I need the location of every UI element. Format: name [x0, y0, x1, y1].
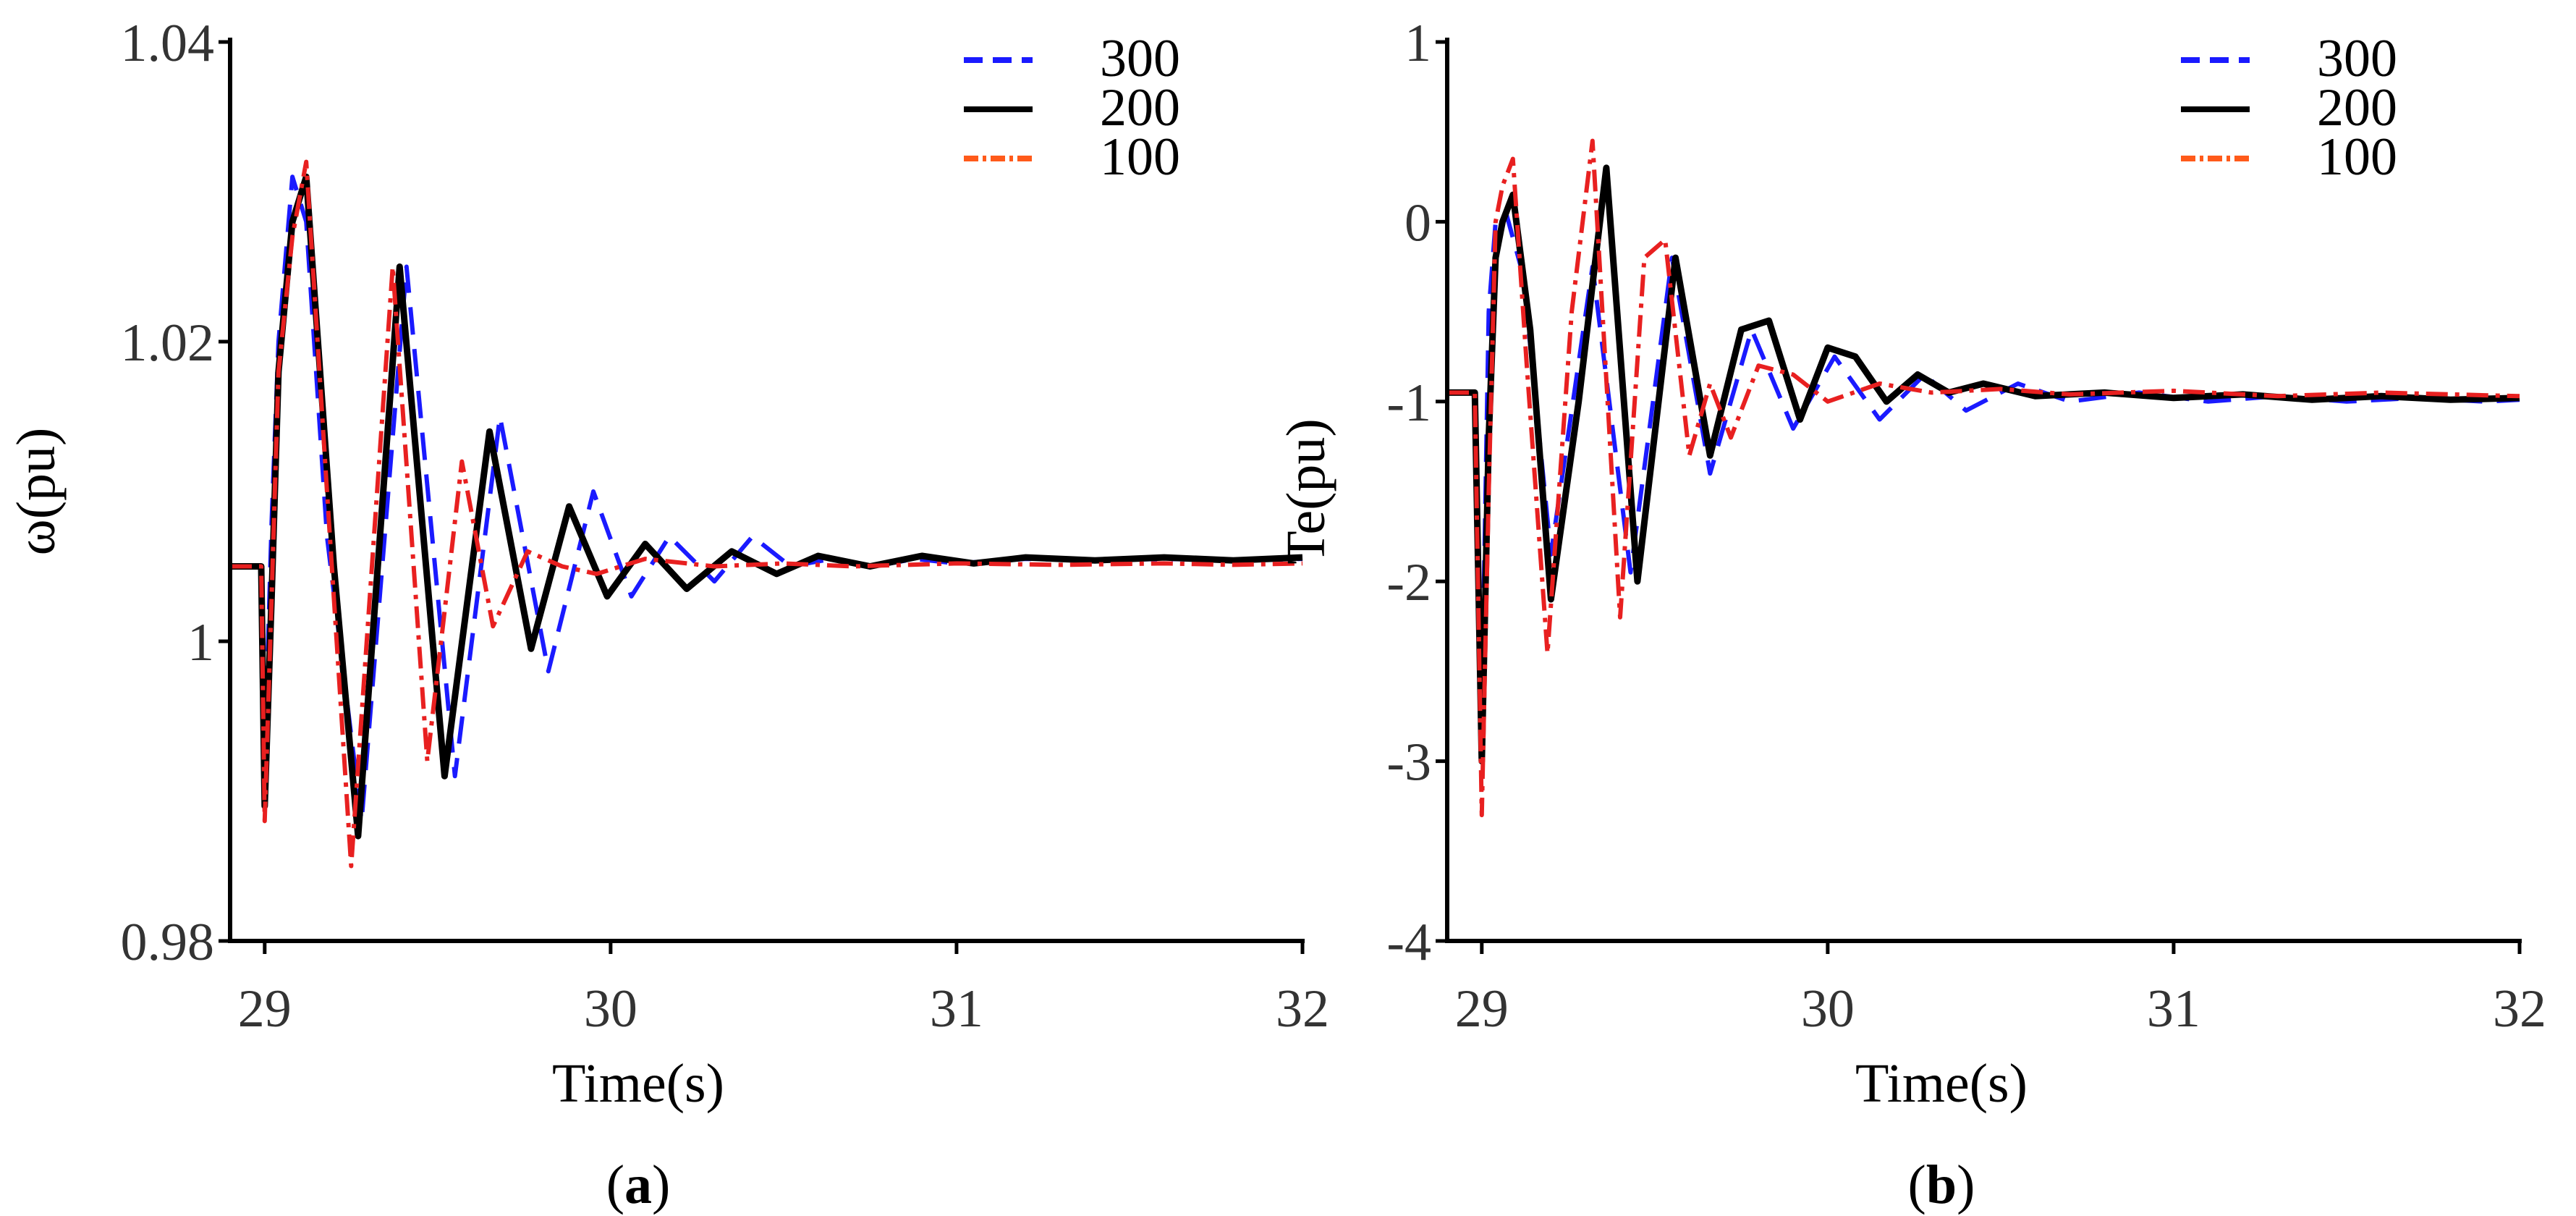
y-tick-label: 1.04	[121, 14, 215, 73]
y-tick-label: 0	[1404, 193, 1431, 253]
legend-label-200: 200	[1100, 78, 1180, 138]
y-tick-label: 0.98	[121, 913, 215, 972]
series-line-200	[1447, 164, 2520, 765]
chart-panel-a: 29 30 31 32 0.98 1 1.02 1.04 Time(s) ω(pu) (a) 3002…	[6, 14, 1329, 1215]
legend-label-300: 300	[1100, 29, 1180, 88]
chart-panel-b: 29 30 31 32 -4 -3 -2 -1 0 1 Time(s) Te(pu) (b) 300200…	[1276, 14, 2546, 1215]
legend-label-200: 200	[2317, 78, 2397, 138]
x-axis-label: Time(s)	[1855, 1053, 2028, 1114]
y-axis-label: ω(pu)	[6, 428, 67, 556]
legend-label-300: 300	[2317, 29, 2397, 88]
x-tick-label: 31	[930, 979, 983, 1039]
x-tick-label: 29	[238, 979, 292, 1039]
y-tick-label: -4	[1386, 913, 1431, 972]
series-line-300	[1447, 211, 2520, 710]
y-tick-label: -3	[1386, 733, 1431, 793]
series-line-300	[230, 174, 1303, 824]
y-tick-label: 1	[187, 613, 214, 672]
x-tick-label: 29	[1455, 979, 1509, 1039]
y-tick-label: 1.02	[121, 313, 215, 373]
y-tick-label: -2	[1386, 553, 1431, 612]
series-line-100	[230, 159, 1303, 869]
x-axis-label: Time(s)	[552, 1053, 724, 1114]
x-tick-label: 30	[584, 979, 637, 1039]
legend-label-100: 100	[2317, 127, 2397, 187]
legend-label-100: 100	[1100, 127, 1180, 187]
y-tick-label: -1	[1386, 373, 1431, 433]
x-tick-label: 31	[2147, 979, 2200, 1039]
series-line-100	[1447, 138, 2520, 818]
x-tick-label: 32	[2493, 979, 2546, 1039]
y-axis-label: Te(pu)	[1276, 418, 1336, 564]
y-tick-label: 1	[1404, 14, 1431, 73]
x-tick-label: 32	[1276, 979, 1329, 1039]
x-tick-label: 30	[1801, 979, 1855, 1039]
panel-label: (a)	[606, 1154, 671, 1215]
panel-label: (b)	[1908, 1154, 1975, 1215]
